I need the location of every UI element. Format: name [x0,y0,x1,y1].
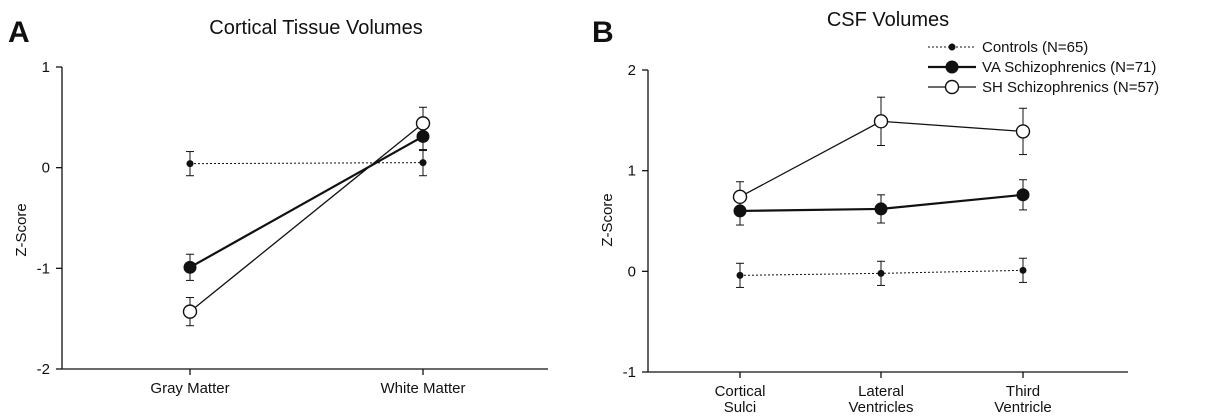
plot-area-a: -2 -1 0 1 Gray Matter White Matter [37,59,548,397]
y-tick-label-a-0: -2 [37,361,50,378]
x-tick-label-line: Gray Matter [150,380,229,397]
panel-b-csf-volumes: B CSF Volumes Z-Score -1 0 1 2 Cortical Sulci… [592,9,1159,416]
panel-a-cortical-tissue: A Cortical Tissue Volumes Z-Score -2 -1 0 1… [8,16,548,397]
x-tick-label-line: Ventricles [848,399,913,416]
data-point-sh-a-0 [182,304,198,319]
legend-marker-controls [948,43,956,51]
x-tick-label-line: Lateral [858,383,904,400]
data-point-sh-b-2 [1015,124,1031,139]
data-point-controls-b-1 [877,269,885,277]
y-tick-label-b-3: 2 [628,62,636,79]
data-point-va-a-1 [416,129,430,143]
x-tick-label-b-2: Third Ventricle [994,383,1052,416]
series-line-va-a [189,135,424,269]
legend-label-controls: Controls (N=65) [982,39,1088,56]
y-tick-label-a-2: 0 [42,160,50,177]
data-point-controls-a-1 [419,159,427,167]
data-point-sh-b-1 [873,114,889,129]
y-axis-label-b: Z-Score [599,193,616,246]
data-point-controls-b-0 [736,271,744,279]
data-point-controls-a-0 [186,160,194,168]
x-tick-label-a-0: Gray Matter [150,380,229,397]
legend-marker-va [945,60,959,74]
x-tick-label-a-1: White Matter [380,380,465,397]
legend: Controls (N=65) VA Schizophrenics (N=71)… [928,39,1159,96]
legend-entry-va: VA Schizophrenics (N=71) [928,59,1156,76]
panel-letter-a: A [8,16,30,49]
series-line-sh-a [189,122,424,313]
x-tick-label-line: White Matter [380,380,465,397]
x-tick-label-line: Sulci [724,399,757,416]
series-line-controls-a [189,162,424,165]
plot-area-b: -1 0 1 2 Cortical Sulci Lateral Ventricles Third… [623,62,1128,416]
chart-title-b: CSF Volumes [827,9,949,31]
panel-letter-b: B [592,16,614,49]
x-tick-label-b-1: Lateral Ventricles [848,383,913,416]
legend-label-va: VA Schizophrenics (N=71) [982,59,1156,76]
data-point-sh-a-1 [415,116,431,131]
data-point-va-b-0 [733,204,747,218]
data-point-va-a-0 [183,260,197,274]
y-axis-label-a: Z-Score [13,203,30,256]
chart-title-a: Cortical Tissue Volumes [209,17,422,39]
y-tick-label-b-1: 0 [628,263,636,280]
y-tick-label-b-2: 1 [628,163,636,180]
data-point-sh-b-0 [732,189,748,205]
legend-entry-sh: SH Schizophrenics (N=57) [928,79,1159,96]
legend-marker-sh [944,79,960,95]
data-point-va-b-2 [1016,188,1030,202]
x-tick-label-line: Ventricle [994,399,1052,416]
data-point-controls-b-2 [1019,266,1027,274]
legend-entry-controls: Controls (N=65) [928,39,1088,56]
y-tick-label-a-1: -1 [37,260,50,277]
y-tick-label-b-0: -1 [623,364,636,381]
legend-label-sh: SH Schizophrenics (N=57) [982,79,1159,96]
x-tick-label-line: Cortical [715,383,766,400]
data-point-va-b-1 [874,202,888,216]
x-tick-label-b-0: Cortical Sulci [715,383,766,416]
y-tick-label-a-3: 1 [42,59,50,76]
x-tick-label-line: Third [1006,383,1040,400]
